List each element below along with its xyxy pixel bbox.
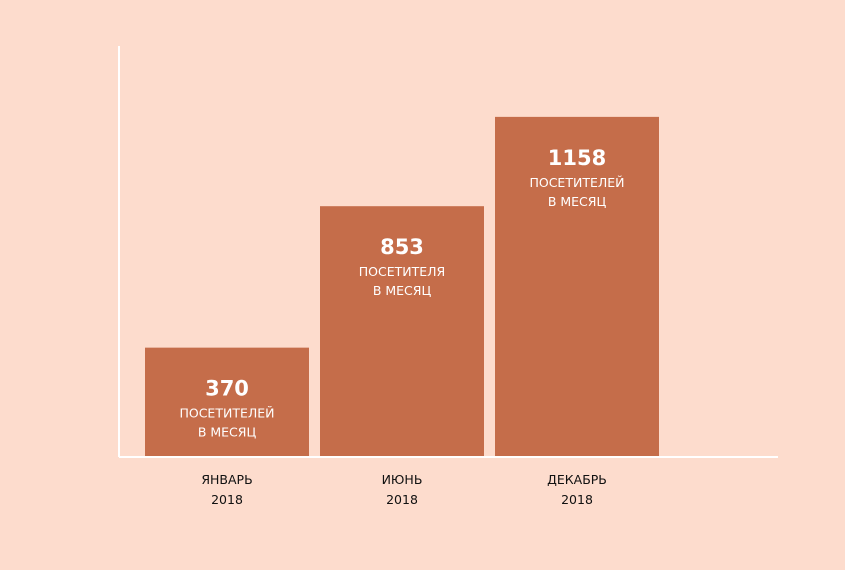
bar-value-label: 853 <box>380 235 424 259</box>
bar-period-label: В МЕСЯЦ <box>373 283 432 298</box>
x-tick-label-month: ИЮНЬ <box>382 472 423 487</box>
bar-unit-label: ПОСЕТИТЕЛЕЙ <box>179 406 274 421</box>
bar-period-label: В МЕСЯЦ <box>198 425 257 440</box>
bar-period-label: В МЕСЯЦ <box>548 194 607 209</box>
bar-1 <box>145 347 309 456</box>
bar-2 <box>320 206 484 456</box>
x-tick-label-year: 2018 <box>561 492 593 507</box>
bar-labels-group: 370 ПОСЕТИТЕЛЕЙ В МЕСЯЦ 853 ПОСЕТИТЕЛЯ В МЕСЯ… <box>179 146 624 440</box>
x-tick-label-month: ДЕКАБРЬ <box>547 472 607 487</box>
bar-unit-label: ПОСЕТИТЕЛЯ <box>359 264 445 279</box>
bar-value-label: 1158 <box>548 146 606 170</box>
x-tick-labels-group: ЯНВАРЬ 2018 ИЮНЬ 2018 ДЕКАБРЬ 2018 <box>201 472 607 507</box>
bars-group <box>145 116 659 456</box>
bar-3 <box>495 116 659 456</box>
bar-value-label: 370 <box>205 377 249 401</box>
x-tick-label-year: 2018 <box>211 492 243 507</box>
bar-unit-label: ПОСЕТИТЕЛЕЙ <box>529 175 624 190</box>
x-tick-label-month: ЯНВАРЬ <box>201 472 252 487</box>
x-tick-label-year: 2018 <box>386 492 418 507</box>
